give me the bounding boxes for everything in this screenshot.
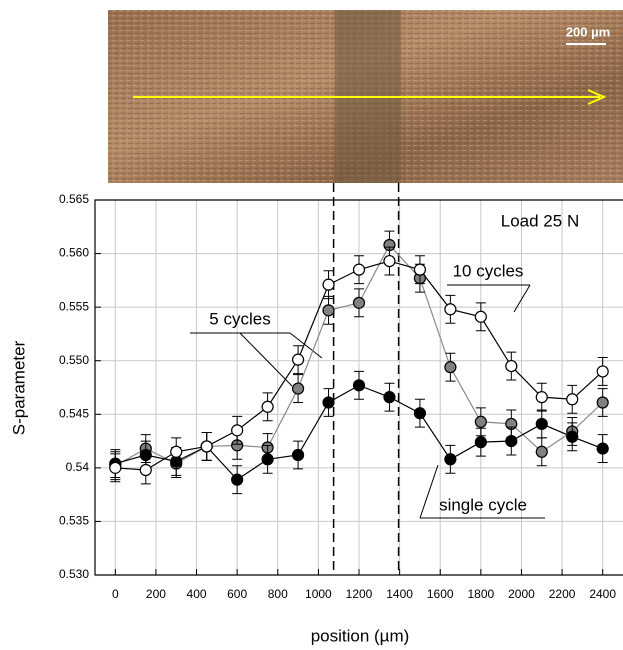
data-point bbox=[535, 391, 548, 404]
data-point bbox=[505, 359, 518, 373]
data-point bbox=[352, 296, 366, 309]
x-tick-label: 1000 bbox=[305, 587, 332, 601]
data-point bbox=[322, 396, 335, 409]
data-point bbox=[444, 303, 457, 316]
data-point bbox=[474, 415, 487, 428]
x-tick-label: 2200 bbox=[549, 587, 576, 601]
x-tick-label: 1600 bbox=[427, 587, 454, 601]
data-point bbox=[231, 473, 244, 486]
data-point bbox=[566, 393, 579, 406]
data-point bbox=[383, 391, 396, 404]
data-point bbox=[139, 463, 152, 477]
y-tick-label: 0.530 bbox=[59, 567, 89, 581]
annotation: Load 25 N bbox=[501, 211, 579, 230]
data-point bbox=[352, 379, 366, 392]
x-axis-label: position (µm) bbox=[311, 626, 410, 645]
data-point bbox=[322, 278, 335, 291]
data-point bbox=[291, 353, 305, 366]
x-tick-label: 1200 bbox=[346, 587, 373, 601]
x-tick-label: 600 bbox=[227, 587, 247, 601]
data-point bbox=[535, 417, 548, 431]
data-point bbox=[261, 453, 274, 466]
data-point bbox=[474, 310, 487, 323]
x-tick-label: 1800 bbox=[467, 587, 494, 601]
data-point bbox=[261, 400, 274, 413]
axis-frame bbox=[94, 199, 623, 576]
data-point bbox=[596, 442, 609, 455]
x-tick-label: 1400 bbox=[386, 587, 413, 601]
data-point bbox=[291, 382, 305, 395]
data-point bbox=[474, 436, 487, 449]
data-point bbox=[596, 365, 609, 378]
data-point bbox=[352, 263, 366, 276]
x-tick-label: 200 bbox=[146, 587, 166, 601]
data-point bbox=[200, 440, 213, 453]
photo: 200 µm bbox=[108, 10, 623, 183]
data-point bbox=[170, 445, 183, 458]
data-point bbox=[383, 254, 396, 268]
y-axis-label: S-parameter bbox=[9, 340, 28, 435]
data-point bbox=[596, 396, 609, 409]
callouts bbox=[190, 284, 545, 519]
x-tick-label: 2000 bbox=[508, 587, 535, 601]
data-point bbox=[413, 263, 427, 276]
y-tick-label: 0.555 bbox=[59, 299, 89, 313]
x-tick-label: 2400 bbox=[589, 587, 616, 601]
y-tick-label: 0.545 bbox=[59, 406, 89, 420]
data-point bbox=[291, 448, 305, 462]
y-tick-label: 0.565 bbox=[59, 192, 89, 206]
x-tick-label: 800 bbox=[268, 587, 288, 601]
x-tick-label: 0 bbox=[112, 587, 119, 601]
data-point bbox=[444, 453, 457, 466]
data-point bbox=[535, 445, 548, 458]
data-point bbox=[505, 434, 518, 448]
data-point bbox=[413, 407, 427, 420]
series-label: 10 cycles bbox=[453, 261, 524, 280]
y-tick-label: 0.535 bbox=[59, 514, 89, 528]
series-label: single cycle bbox=[439, 495, 527, 514]
x-tick-label: 400 bbox=[187, 587, 207, 601]
series-label: 5 cycles bbox=[209, 309, 270, 328]
data-point bbox=[444, 361, 457, 374]
data-point bbox=[231, 424, 244, 437]
data-point bbox=[566, 430, 579, 443]
y-tick-label: 0.54 bbox=[66, 460, 90, 474]
scale-label: 200 µm bbox=[566, 24, 610, 39]
y-tick-label: 0.550 bbox=[59, 353, 89, 367]
data-point bbox=[109, 461, 122, 474]
data-point bbox=[322, 304, 335, 317]
y-tick-label: 0.560 bbox=[59, 246, 89, 260]
